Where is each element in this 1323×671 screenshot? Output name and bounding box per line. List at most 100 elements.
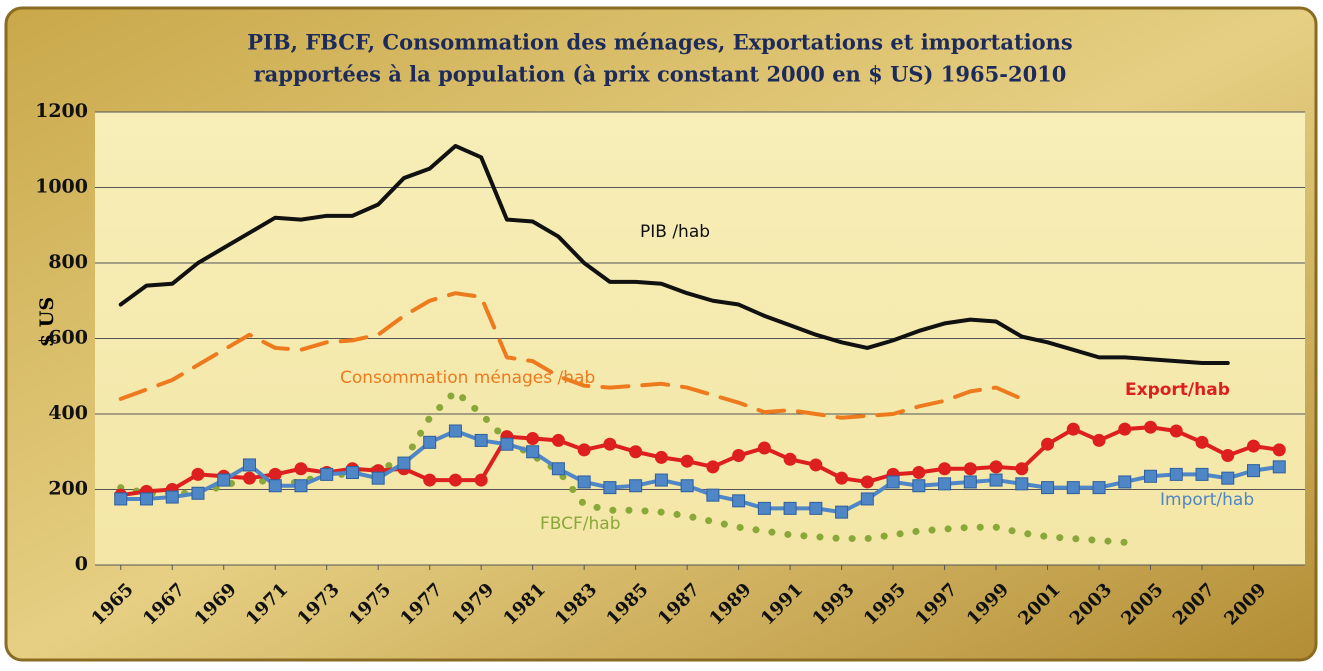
point: [989, 460, 1003, 474]
point: [526, 445, 540, 459]
point: [242, 471, 256, 485]
point: [500, 437, 514, 451]
point: [139, 492, 153, 506]
y-tick-label: 1200: [35, 100, 88, 122]
point: [732, 494, 746, 508]
point: [268, 467, 282, 481]
point: [474, 433, 488, 447]
point: [1272, 443, 1286, 457]
point: [757, 501, 771, 515]
point: [1015, 462, 1029, 476]
y-tick-label: 1000: [35, 176, 88, 198]
point: [268, 479, 282, 493]
point: [474, 473, 488, 487]
point: [526, 432, 540, 446]
point: [654, 473, 668, 487]
point: [191, 486, 205, 500]
point: [448, 424, 462, 438]
point: [1144, 420, 1158, 434]
point: [1118, 475, 1132, 489]
point: [809, 501, 823, 515]
point: [1169, 424, 1183, 438]
point: [603, 437, 617, 451]
point: [165, 490, 179, 504]
series-label: Consommation ménages /hab: [340, 368, 595, 388]
y-tick-label: 400: [48, 402, 88, 424]
point: [1221, 449, 1235, 463]
point: [963, 475, 977, 489]
point: [938, 477, 952, 491]
point: [835, 471, 849, 485]
y-axis-label: $ US: [36, 297, 58, 347]
series-label: FBCF/hab: [540, 514, 621, 534]
y-tick-label: 600: [48, 327, 88, 349]
point: [835, 505, 849, 519]
point: [1195, 467, 1209, 481]
point: [1169, 467, 1183, 481]
y-tick-label: 200: [48, 478, 88, 500]
point: [1272, 460, 1286, 474]
point: [706, 460, 720, 474]
series-label: Export/hab: [1125, 380, 1230, 400]
point: [603, 481, 617, 495]
point: [886, 475, 900, 489]
point: [732, 449, 746, 463]
point: [1144, 469, 1158, 483]
point: [1066, 422, 1080, 436]
point: [912, 479, 926, 493]
point: [1092, 481, 1106, 495]
y-tick-label: 0: [75, 553, 88, 575]
y-tick-label: 800: [48, 251, 88, 273]
point: [551, 433, 565, 447]
point: [680, 479, 694, 493]
point: [1247, 464, 1261, 478]
point: [551, 462, 565, 476]
point: [577, 475, 591, 489]
point: [1015, 477, 1029, 491]
point: [783, 501, 797, 515]
point: [114, 492, 128, 506]
point: [217, 473, 231, 487]
series-line: [118, 143, 1230, 366]
chart-title: rapportées à la population (à prix const…: [254, 62, 1067, 87]
point: [423, 435, 437, 449]
point: [654, 450, 668, 464]
point: [989, 473, 1003, 487]
point: [757, 441, 771, 455]
point: [242, 458, 256, 472]
point: [706, 488, 720, 502]
series-label: PIB /hab: [640, 222, 710, 242]
point: [371, 471, 385, 485]
series-line: [118, 291, 1024, 420]
point: [294, 479, 308, 493]
point: [783, 452, 797, 466]
point: [423, 473, 437, 487]
point: [448, 473, 462, 487]
point: [1221, 471, 1235, 485]
point: [1041, 481, 1055, 495]
point: [963, 462, 977, 476]
point: [912, 466, 926, 480]
point: [1195, 435, 1209, 449]
point: [938, 462, 952, 476]
point: [1247, 439, 1261, 453]
point: [680, 454, 694, 468]
series-line: [118, 425, 1282, 498]
point: [1118, 422, 1132, 436]
point: [345, 466, 359, 480]
point: [1041, 437, 1055, 451]
point: [397, 456, 411, 470]
point: [629, 445, 643, 459]
point: [1092, 433, 1106, 447]
point: [629, 479, 643, 493]
point: [294, 462, 308, 476]
series-line: [118, 428, 1282, 515]
series-label: Import/hab: [1160, 490, 1254, 510]
point: [191, 467, 205, 481]
point: [809, 458, 823, 472]
point: [320, 467, 334, 481]
point: [1066, 481, 1080, 495]
point: [860, 475, 874, 489]
point: [860, 492, 874, 506]
